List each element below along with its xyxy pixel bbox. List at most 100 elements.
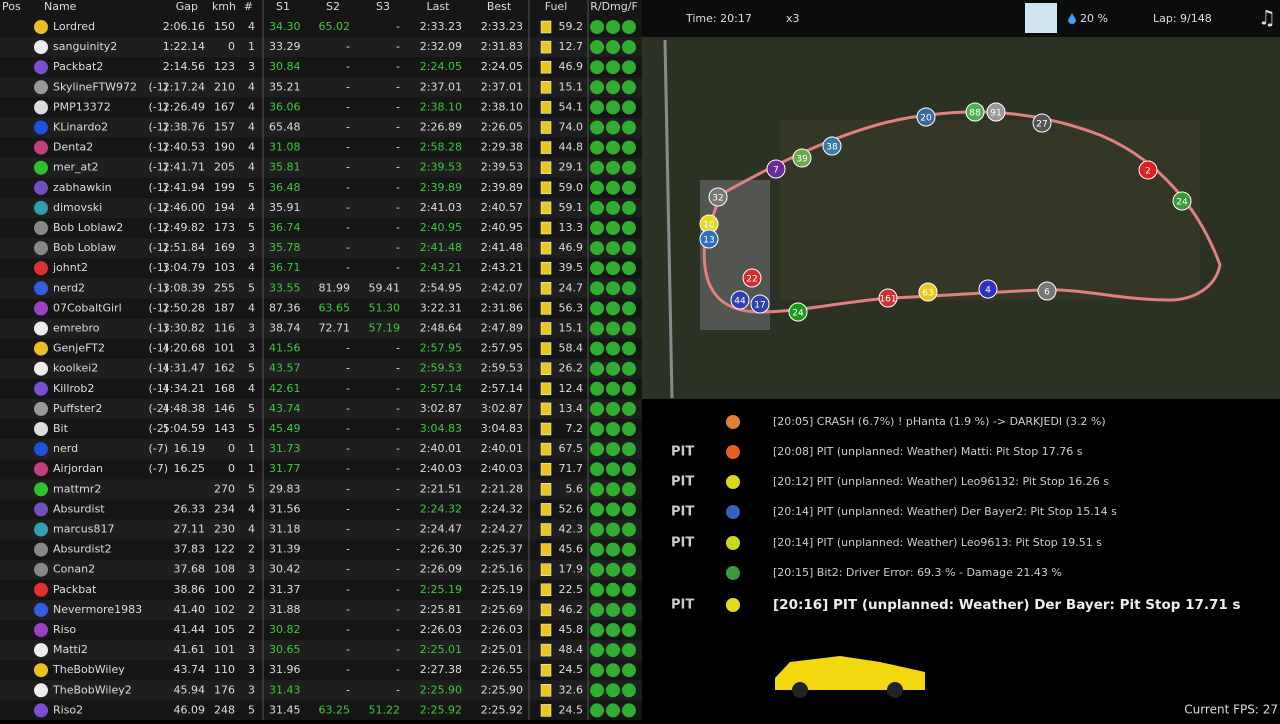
- event-badge: [726, 445, 740, 459]
- car-number: 22: [746, 275, 757, 285]
- cell: 35.91: [269, 201, 301, 214]
- cell: Bit: [53, 422, 69, 435]
- cell: -: [346, 643, 350, 656]
- status-dot: [606, 522, 620, 537]
- cell: (-1): [148, 100, 168, 113]
- cell: 3: [248, 241, 255, 254]
- cell: -: [346, 141, 350, 154]
- cell: 65.48: [269, 121, 301, 134]
- cell: -: [396, 422, 400, 435]
- fuel-gauge: [540, 503, 552, 516]
- cell: (-1): [148, 161, 168, 174]
- cell: 58.4: [559, 342, 584, 355]
- cell: 2:26.03: [481, 623, 523, 636]
- cell: 2:06.16: [163, 20, 205, 33]
- cell: 230: [214, 523, 235, 536]
- driver-badge: [34, 442, 48, 457]
- fuel-gauge: [540, 141, 552, 154]
- cell: -: [396, 663, 400, 676]
- column-header: Gap: [176, 0, 198, 13]
- cell: mer_at2: [53, 161, 99, 174]
- driver-badge: [34, 482, 48, 497]
- status-dot: [622, 361, 636, 376]
- car-number: 7: [773, 166, 779, 176]
- car-marker: [1172, 191, 1192, 211]
- cell: 32.6: [559, 683, 584, 696]
- cell: -: [396, 161, 400, 174]
- cell: 31.43: [269, 683, 301, 696]
- cell: 43.74: [174, 663, 206, 676]
- cell: 2:54.95: [420, 281, 462, 294]
- fuel-gauge: [540, 101, 552, 114]
- cell: 4: [248, 502, 255, 515]
- fuel-gauge: [540, 442, 552, 456]
- status-dot: [606, 602, 620, 617]
- status-dot: [590, 120, 604, 135]
- cell: 31.45: [269, 703, 301, 716]
- status-dot: [590, 663, 604, 678]
- cell: 2:40.03: [420, 462, 462, 475]
- status-dot: [622, 422, 636, 436]
- cell: 101: [214, 342, 235, 355]
- cell: -: [396, 60, 400, 73]
- cell: -: [346, 221, 350, 234]
- cell: 2:17.24: [163, 80, 205, 93]
- fuel-gauge: [540, 342, 552, 355]
- driver-badge: [34, 401, 48, 416]
- cell: 51.22: [369, 703, 401, 716]
- column-header: #: [244, 0, 253, 13]
- status-dot: [606, 180, 620, 195]
- car-marker: [978, 279, 998, 299]
- cell: 5: [248, 281, 255, 294]
- fuel-gauge: [540, 643, 552, 657]
- cell: 2:21.28: [481, 482, 523, 495]
- row-bg: [0, 197, 642, 218]
- status-dot: [590, 401, 604, 416]
- status-dot: [590, 643, 604, 658]
- cell: Matti2: [53, 643, 88, 656]
- row-bg: [0, 157, 642, 178]
- cell: 2:26.49: [163, 100, 205, 113]
- cell: 2:33.23: [481, 20, 523, 33]
- cell: PMP13372: [53, 100, 111, 113]
- status-dot: [606, 562, 620, 577]
- status-dot: [622, 381, 636, 396]
- cell: 2:21.51: [420, 482, 462, 495]
- cell: 15.1: [559, 80, 584, 93]
- cell: 101: [214, 643, 235, 656]
- cell: 4: [248, 523, 255, 536]
- cell: 30.82: [269, 623, 301, 636]
- status-dot: [622, 643, 636, 658]
- cell: 4:34.21: [163, 382, 205, 395]
- status-dot: [622, 442, 636, 457]
- status-dot: [590, 301, 604, 316]
- cell: 31.56: [269, 502, 301, 515]
- weather-icon: [1025, 3, 1057, 33]
- cell: 2:29.38: [481, 141, 523, 154]
- cell: 30.65: [269, 643, 301, 656]
- cell: 2:25.92: [481, 703, 523, 716]
- status-bar: [642, 0, 1280, 37]
- cell: 31.08: [269, 141, 301, 154]
- cell: (-1): [148, 141, 168, 154]
- status-dot: [606, 542, 620, 557]
- fuel-gauge: [540, 563, 552, 576]
- cell: SkylineFTW972: [53, 80, 137, 93]
- cell: 2:38.76: [163, 121, 205, 134]
- cell: 4: [248, 100, 255, 113]
- event-badge: [726, 415, 740, 429]
- status-dot: [606, 40, 620, 55]
- car-number: 44: [734, 297, 746, 307]
- status-dot: [590, 542, 604, 557]
- status-dot: [622, 261, 636, 276]
- fuel-gauge: [540, 684, 552, 697]
- driver-badge: [34, 542, 48, 557]
- driver-badge: [34, 683, 48, 698]
- cell: 41.56: [269, 342, 301, 355]
- cell: 2:40.01: [420, 442, 462, 455]
- cell: 0: [228, 442, 235, 455]
- driver-badge: [34, 261, 48, 276]
- column-header: S2: [326, 0, 340, 13]
- cell: -: [396, 181, 400, 194]
- cell: 2:40.57: [481, 201, 523, 214]
